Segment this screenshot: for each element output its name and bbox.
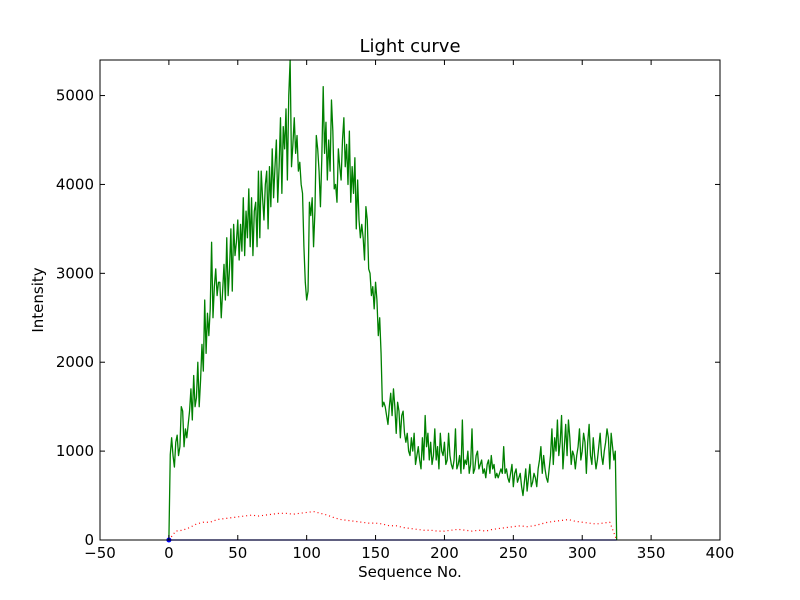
- y-tick-label: 0: [84, 531, 94, 549]
- plot-frame: [99, 59, 721, 541]
- series-line-1: [168, 510, 618, 541]
- y-tick-label: 3000: [56, 264, 94, 282]
- x-tick-label: 250: [499, 544, 528, 562]
- y-tick-label: 1000: [56, 442, 94, 460]
- x-tick-label: 100: [292, 544, 321, 562]
- chart-title: Light curve: [359, 36, 460, 57]
- x-tick-label: 300: [568, 544, 597, 562]
- y-tick-label: 5000: [56, 87, 94, 105]
- y-tick-label: 4000: [56, 175, 94, 193]
- series-line-0: [168, 59, 618, 541]
- x-tick-label: 400: [706, 544, 735, 562]
- x-tick-label: 200: [430, 544, 459, 562]
- y-axis-ticks: 0 1000 2000 3000 4000 5000: [56, 87, 720, 549]
- x-tick-label: 0: [164, 544, 174, 562]
- x-axis-ticks: −50 0 50 100 150 200 250 300 350 400: [84, 60, 734, 562]
- x-tick-label: −50: [84, 544, 116, 562]
- x-tick-label: 150: [361, 544, 390, 562]
- y-axis-label: Intensity: [29, 267, 47, 332]
- x-tick-label: 50: [228, 544, 247, 562]
- x-axis-label: Sequence No.: [358, 563, 462, 581]
- x-tick-label: 350: [637, 544, 666, 562]
- plot-area: [100, 60, 720, 540]
- y-tick-label: 2000: [56, 353, 94, 371]
